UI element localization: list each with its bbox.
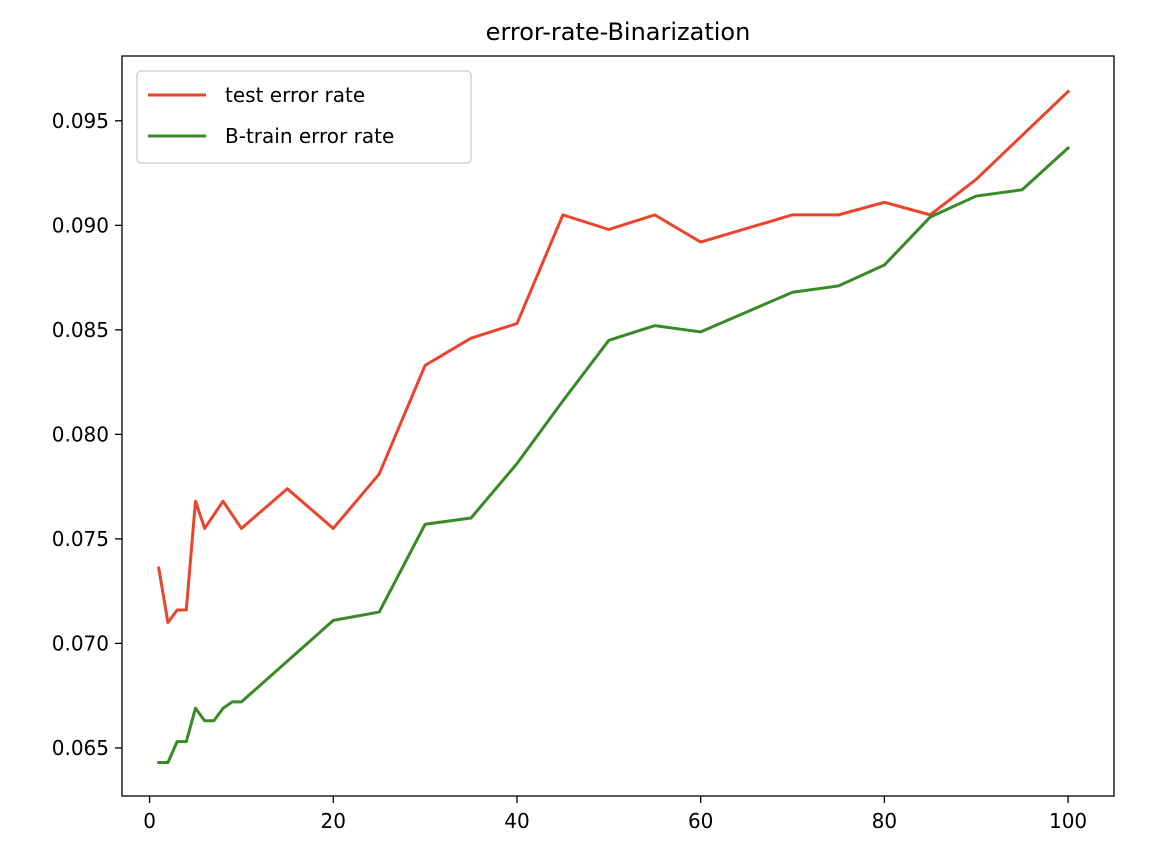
legend: test error rate B-train error rate (136, 70, 472, 164)
y-tick-label: 0.090 (52, 213, 109, 237)
legend-label-b-train-error-rate: B-train error rate (225, 124, 394, 148)
x-tick-label: 100 (1049, 809, 1087, 833)
series-line-test-error-rate (157, 89, 1071, 624)
plot-area: 0 20 40 60 80 100 0.065 0.070 0.075 0.080 0.085 0.0… (52, 89, 1087, 833)
series-line-b-train-error-rate (157, 145, 1071, 765)
legend-box (136, 70, 472, 164)
legend-label-test-error-rate: test error rate (225, 83, 365, 107)
x-tick-label: 60 (688, 809, 713, 833)
x-tick-label: 80 (872, 809, 897, 833)
x-tick-label: 0 (143, 809, 156, 833)
y-tick-label: 0.065 (52, 736, 109, 760)
chart-title: error-rate-Binarization (486, 18, 751, 46)
x-tick-label: 40 (504, 809, 529, 833)
y-tick-label: 0.085 (52, 318, 109, 342)
x-tick-label: 20 (321, 809, 346, 833)
y-tick-label: 0.070 (52, 631, 109, 655)
axes-frame (121, 55, 1115, 797)
y-tick-label: 0.095 (52, 109, 109, 133)
y-tick-label: 0.075 (52, 527, 109, 551)
y-tick-label: 0.080 (52, 422, 109, 446)
